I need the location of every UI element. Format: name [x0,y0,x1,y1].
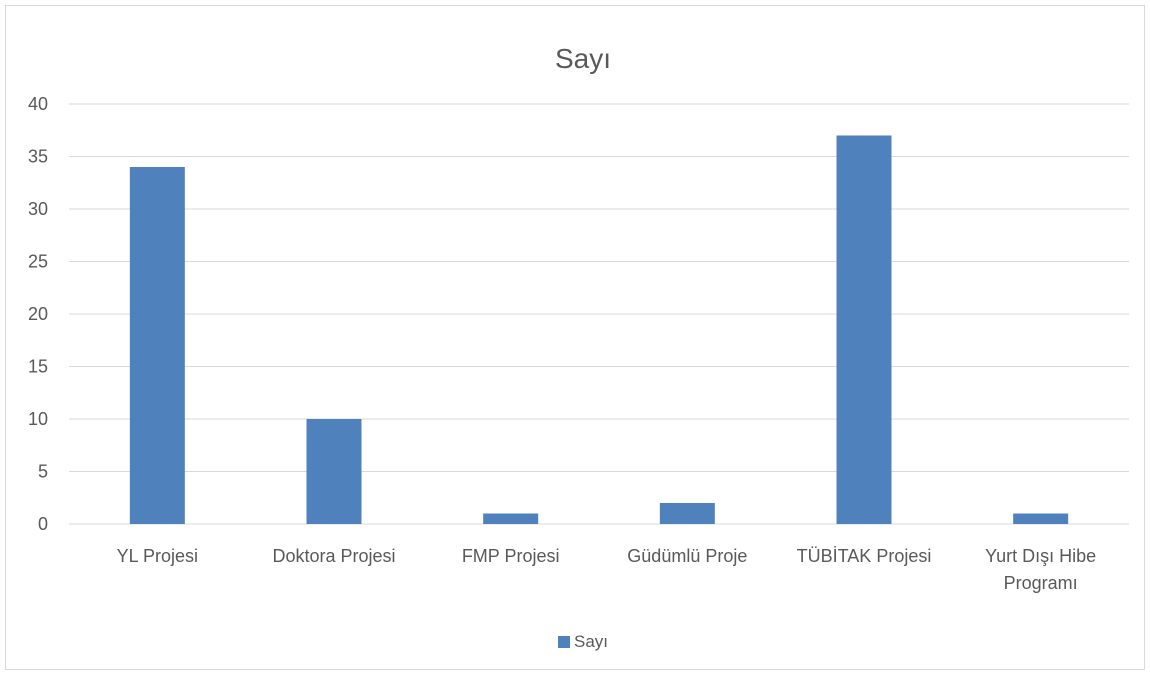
x-category-label: YL Projesi [117,546,198,566]
x-category-label: Güdümlü Proje [627,546,747,566]
x-category-label: FMP Projesi [462,546,560,566]
x-category-label: Doktora Projesi [272,546,395,566]
y-tick-label: 40 [28,94,48,114]
y-tick-label: 5 [38,462,48,482]
bars [129,135,1069,524]
y-tick-label: 0 [38,514,48,534]
y-tick-label: 25 [28,252,48,272]
bar [836,135,892,524]
chart-area: Sayı 0 5 10 15 20 25 30 35 40 YL Projesi Doktora … [5,5,1145,670]
y-tick-label: 30 [28,199,48,219]
y-tick-label: 10 [28,409,48,429]
x-axis-categories: YL Projesi Doktora Projesi FMP Projesi Güdü… [117,546,1097,593]
bar-chart: Sayı 0 5 10 15 20 25 30 35 40 YL Projesi Doktora … [28,43,1129,651]
legend: Sayı [558,632,608,651]
legend-swatch [558,636,570,648]
y-axis-ticks: 0 5 10 15 20 25 30 35 40 [28,94,48,534]
x-category-label: TÜBİTAK Projesi [797,546,932,566]
bar [659,503,715,524]
bar [306,419,362,524]
chart-title: Sayı [555,43,611,74]
y-tick-label: 15 [28,357,48,377]
y-tick-label: 35 [28,147,48,167]
y-tick-label: 20 [28,304,48,324]
bar [483,513,539,524]
bar [129,167,185,524]
gridlines [69,103,1129,525]
x-category-label: Yurt Dışı Hibe Programı [985,546,1096,593]
legend-entry: Sayı [574,632,608,651]
bar [1013,513,1069,524]
